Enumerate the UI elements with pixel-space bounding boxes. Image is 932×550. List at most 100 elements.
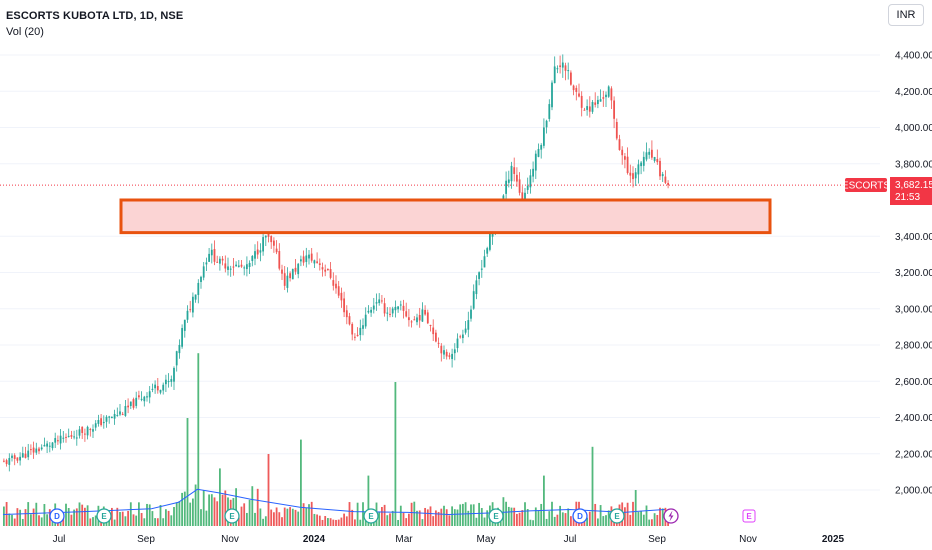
candle-body bbox=[424, 309, 426, 315]
candle-body bbox=[200, 276, 202, 282]
volume-bar bbox=[478, 502, 480, 526]
candle-body bbox=[545, 120, 548, 128]
volume-bar bbox=[327, 518, 329, 526]
candle-body bbox=[440, 345, 443, 354]
volume-bar bbox=[518, 512, 521, 526]
candle-body bbox=[478, 272, 480, 279]
volume-bar bbox=[588, 511, 591, 526]
volume-bar bbox=[30, 514, 32, 526]
candle-body bbox=[521, 192, 524, 202]
volume-bar bbox=[340, 517, 343, 526]
volume-indicator-label[interactable]: Vol (20) bbox=[6, 26, 44, 38]
earnings-marker-label: E bbox=[368, 512, 374, 521]
volume-bar bbox=[8, 513, 11, 526]
volume-bar bbox=[586, 517, 588, 526]
candle-body bbox=[111, 417, 113, 419]
candle-body bbox=[70, 435, 73, 437]
candle-body bbox=[418, 315, 421, 321]
volume-bar bbox=[173, 506, 175, 526]
volume-bar bbox=[162, 518, 165, 526]
earnings-marker-label: E bbox=[101, 512, 107, 521]
volume-bar bbox=[46, 514, 48, 526]
volume-bar bbox=[213, 497, 216, 526]
candle-body bbox=[240, 264, 243, 267]
symbol-tag-label: ESCORTS bbox=[842, 181, 890, 192]
volume-bar bbox=[224, 490, 227, 526]
volume-bar bbox=[405, 518, 408, 526]
volume-bar bbox=[270, 509, 273, 526]
earnings-marker-label: E bbox=[614, 512, 620, 521]
currency-button[interactable]: INR bbox=[888, 4, 924, 26]
volume-bar bbox=[445, 509, 448, 526]
candle-body bbox=[653, 157, 656, 161]
volume-bar bbox=[456, 509, 459, 526]
volume-bar bbox=[429, 506, 432, 526]
candle-body bbox=[456, 338, 459, 349]
candle-body bbox=[389, 313, 391, 315]
candle-body bbox=[267, 232, 270, 237]
candle-body bbox=[5, 460, 8, 465]
volume-bar bbox=[548, 511, 551, 526]
candle-body bbox=[337, 286, 340, 296]
candle-body bbox=[356, 334, 359, 337]
chart-gridlines bbox=[0, 54, 880, 491]
candle-body bbox=[254, 251, 256, 259]
candle-body bbox=[84, 433, 86, 435]
candle-body bbox=[516, 174, 518, 182]
volume-bar bbox=[397, 519, 399, 526]
volume-bar bbox=[124, 516, 127, 526]
candle-body bbox=[227, 266, 229, 270]
volume-bar bbox=[367, 475, 370, 526]
candle-body bbox=[602, 97, 605, 99]
candle-body bbox=[489, 233, 491, 250]
volume-bar bbox=[607, 510, 610, 526]
volume-bar bbox=[159, 504, 162, 526]
x-tick-label: Mar bbox=[395, 534, 413, 545]
candle-body bbox=[275, 248, 278, 253]
volume-bar bbox=[510, 507, 513, 526]
candle-body bbox=[583, 109, 586, 111]
candle-body bbox=[518, 179, 521, 193]
x-tick-label: Sep bbox=[648, 534, 666, 545]
candle-body bbox=[659, 160, 661, 177]
volume-bar bbox=[313, 513, 316, 526]
candle-body bbox=[119, 411, 121, 415]
candle-body bbox=[54, 438, 57, 443]
earnings-marker bbox=[609, 508, 625, 524]
price-tag-box bbox=[890, 177, 932, 205]
volume-bar bbox=[394, 382, 397, 526]
volume-bar bbox=[472, 504, 475, 526]
volume-bar bbox=[416, 510, 418, 526]
volume-bar bbox=[138, 502, 140, 526]
last-price-tag: ESCORTS 3,682.15 21:53 bbox=[842, 177, 932, 205]
candle-body bbox=[621, 149, 624, 156]
candle-body bbox=[645, 152, 648, 160]
candle-body bbox=[605, 94, 607, 98]
volume-bar bbox=[81, 504, 84, 526]
candle-body bbox=[437, 342, 440, 344]
symbol-title[interactable]: ESCORTS KUBOTA LTD, 1D, NSE bbox=[6, 10, 184, 22]
volume-bar bbox=[591, 446, 594, 526]
volume-bar bbox=[335, 519, 337, 526]
volume-bar bbox=[537, 510, 540, 526]
candle-body bbox=[505, 180, 507, 194]
time-axis[interactable]: Jul Sep Nov 2024 Mar May Jul Sep Nov 2025 bbox=[53, 534, 845, 545]
volume-bar bbox=[175, 502, 178, 526]
volume-bar bbox=[205, 510, 208, 526]
price-axis[interactable]: 4,400.00 4,200.00 4,000.00 3,800.00 3,400.00… bbox=[895, 51, 932, 497]
support-zone[interactable] bbox=[119, 198, 772, 235]
candle-body bbox=[181, 328, 183, 347]
volume-bar bbox=[432, 516, 435, 526]
volume-bar bbox=[651, 519, 653, 526]
volume-bar bbox=[121, 511, 124, 526]
candle-body bbox=[283, 273, 286, 286]
candle-body bbox=[156, 386, 159, 391]
volume-bar bbox=[502, 497, 505, 526]
candle-body bbox=[321, 267, 324, 270]
volume-bar bbox=[135, 515, 138, 526]
candle-body bbox=[105, 416, 108, 422]
candle-body bbox=[632, 173, 634, 180]
candle-body bbox=[202, 266, 205, 278]
